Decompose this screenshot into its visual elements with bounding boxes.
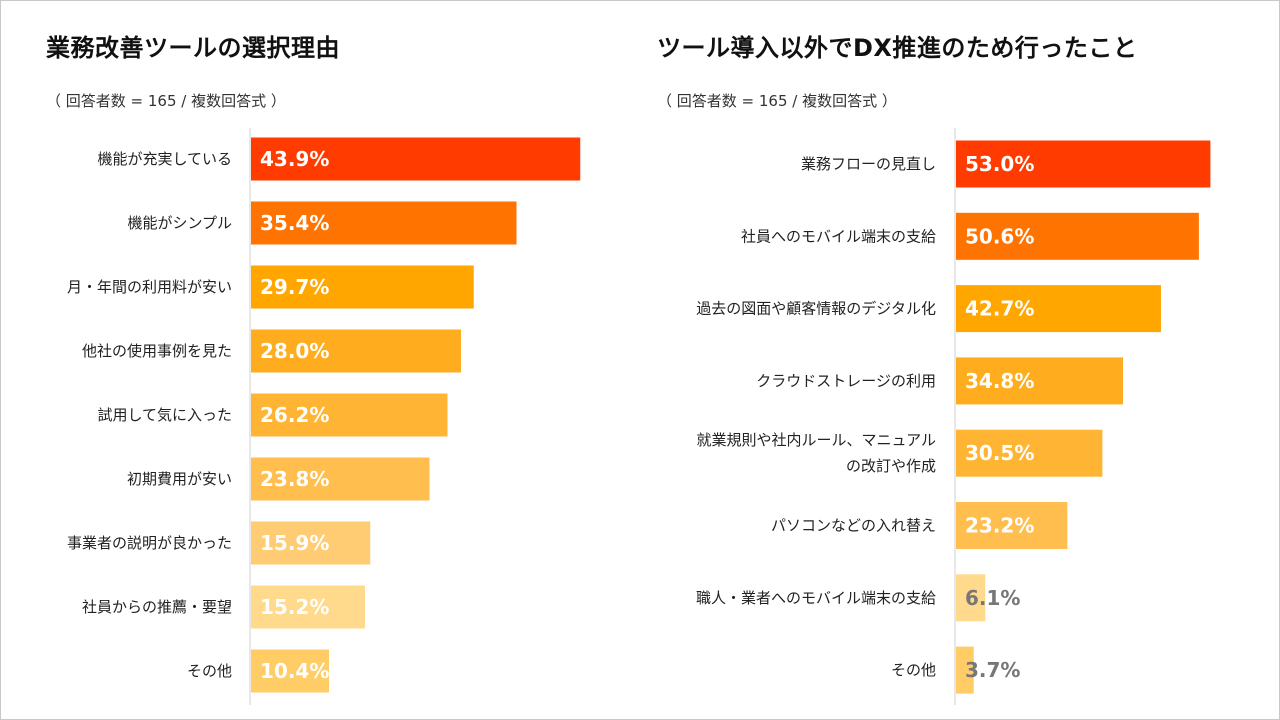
chart-1-value-label-2: 42.7% <box>965 297 1034 321</box>
right-chart-subtitle: （ 回答者数 = 165 / 複数回答式 ） <box>657 92 897 110</box>
chart-1-bar-3 <box>956 357 1124 405</box>
chart-0-value-label-1: 35.4% <box>260 211 329 235</box>
chart-1-bar-6 <box>956 574 986 622</box>
chart-0-category-label-4: 試用して気に入った <box>97 406 232 424</box>
chart-1-value-label-4: 30.5% <box>965 441 1034 465</box>
chart-0-bar-0 <box>251 137 581 181</box>
chart-0-bar-3 <box>251 329 461 373</box>
chart-0-bar-5 <box>251 457 430 501</box>
chart-0-value-label-3: 28.0% <box>260 339 329 363</box>
chart-0-value-label-0: 43.9% <box>260 147 329 171</box>
chart-0-category-label-5: 初期費用が安い <box>127 470 232 488</box>
chart-1-category-label-6: 職人・業者へのモバイル端末の支給 <box>696 589 936 607</box>
chart-0-value-label-8: 10.4% <box>260 659 329 683</box>
chart-0-value-label-7: 15.2% <box>260 595 329 619</box>
chart-0-value-label-4: 26.2% <box>260 403 329 427</box>
chart-1-category-label-0: 業務フローの見直し <box>801 155 936 173</box>
chart-1-bar-5 <box>956 502 1068 549</box>
chart-1-category-label-5: パソコンなどの入れ替え <box>771 517 936 535</box>
chart-1-category-label-2: 過去の図面や顧客情報のデジタル化 <box>696 300 936 318</box>
chart-1-value-label-5: 23.2% <box>965 514 1034 538</box>
chart-1-value-label-6: 6.1% <box>965 586 1020 610</box>
chart-0-value-label-2: 29.7% <box>260 275 329 299</box>
chart-1-value-label-7: 3.7% <box>965 658 1020 682</box>
chart-1-category-label-4-line-1: の改訂や作成 <box>846 457 936 475</box>
chart-0-bar-4 <box>251 393 448 437</box>
left-chart-subtitle: （ 回答者数 = 165 / 複数回答式 ） <box>46 92 286 110</box>
left-bar-chart: 43.9% 機能が充実している 35.4% 機能がシンプル 29.7% 月・年間の利用料が… <box>67 128 581 705</box>
chart-1-bar-4 <box>956 429 1103 477</box>
chart-1-bar-1 <box>956 212 1199 260</box>
chart-1-value-label-1: 50.6% <box>965 224 1034 248</box>
chart-1-value-label-3: 34.8% <box>965 369 1034 393</box>
chart-1-category-label-3: クラウドストレージの利用 <box>756 372 936 390</box>
chart-1-category-label-1: 社員へのモバイル端末の支給 <box>741 227 936 245</box>
chart-0-bar-7 <box>251 585 365 629</box>
chart-0-value-label-6: 15.9% <box>260 531 329 555</box>
chart-1-bar-0 <box>956 140 1211 188</box>
chart-1-bar-2 <box>956 285 1161 333</box>
chart-1-value-label-0: 53.0% <box>965 152 1034 176</box>
chart-0-category-label-8: その他 <box>187 662 232 680</box>
chart-0-bar-2 <box>251 265 474 309</box>
right-chart-title: ツール導入以外でDX推進のため行ったこと <box>657 34 1138 62</box>
chart-0-category-label-1: 機能がシンプル <box>127 214 232 232</box>
chart-1-category-label-4-line-0: 就業規則や社内ルール、マニュアル <box>696 431 936 449</box>
chart-0-category-label-2: 月・年間の利用料が安い <box>67 278 232 296</box>
chart-0-bar-6 <box>251 521 371 565</box>
chart-0-category-label-0: 機能が充実している <box>97 150 232 168</box>
chart-1-category-label-7: その他 <box>891 661 936 679</box>
chart-0-category-label-6: 事業者の説明が良かった <box>67 534 232 552</box>
chart-0-category-label-7: 社員からの推薦・要望 <box>82 598 232 616</box>
chart-0-bar-1 <box>251 201 517 245</box>
chart-1-bar-7 <box>956 646 974 694</box>
chart-0-value-label-5: 23.8% <box>260 467 329 491</box>
left-chart-title: 業務改善ツールの選択理由 <box>46 34 340 62</box>
chart-0-bar-8 <box>251 649 329 693</box>
chart-0-category-label-3: 他社の使用事例を見た <box>82 342 232 360</box>
